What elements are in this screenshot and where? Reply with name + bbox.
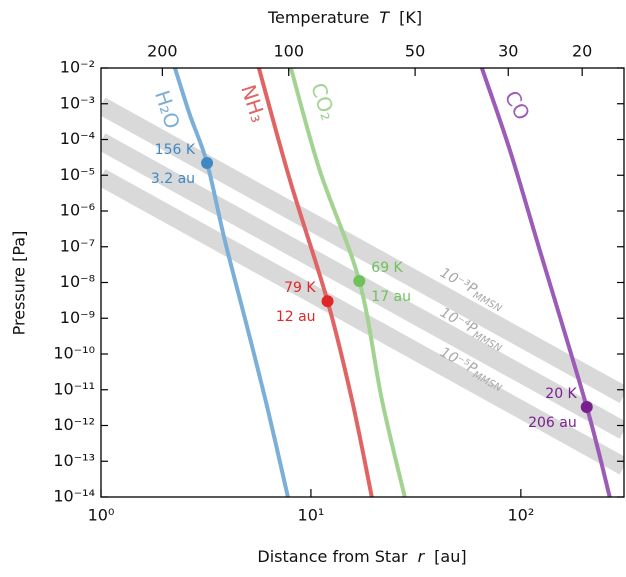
y-tick-label: 10⁻¹⁰ <box>53 344 95 363</box>
x2-tick-label: 200 <box>147 42 178 61</box>
plot-frame <box>100 67 625 498</box>
y-tick-label: 10⁻³ <box>60 93 95 112</box>
series-name: CO₂ <box>306 80 340 123</box>
point-temperature: 156 K <box>155 142 196 158</box>
x2-tick-label: 100 <box>273 42 304 61</box>
y-tick-label: 10⁻⁶ <box>60 201 95 220</box>
freeze-point <box>353 275 366 288</box>
condensation-curve <box>479 68 612 497</box>
y-tick-label: 10⁻⁹ <box>60 308 95 327</box>
xlabel-unit: [au] <box>434 547 466 566</box>
freeze-point <box>321 295 334 308</box>
mmsn-band <box>101 169 624 475</box>
point-temperature: 79 K <box>284 280 316 296</box>
freeze-point <box>580 400 593 413</box>
y-tick-label: 10⁻² <box>60 58 95 77</box>
point-distance: 12 au <box>276 309 316 325</box>
x-axis-title: Distance from Star r [au] <box>257 547 466 566</box>
x2-tick-label: 30 <box>498 42 518 61</box>
point-temperature: 20 K <box>545 386 577 402</box>
point-distance: 17 au <box>371 289 411 305</box>
y-tick-label: 10⁻¹³ <box>53 451 95 470</box>
series-name: H₂O <box>150 87 185 131</box>
y-tick-label: 10⁻¹⁴ <box>53 487 95 506</box>
xlabel-text: Distance from Star <box>257 547 408 566</box>
title-unit: [K] <box>399 8 422 27</box>
x2-tick-label: 50 <box>405 42 425 61</box>
xlabel-symbol: r <box>418 547 426 566</box>
y-axis-title: Pressure [Pa] <box>10 231 29 336</box>
point-distance: 206 au <box>528 415 577 431</box>
x-tick-label: 10² <box>507 506 534 525</box>
title-symbol: T <box>379 8 390 27</box>
overlay <box>100 67 624 498</box>
condensation-curve <box>173 68 290 497</box>
y-tick-label: 10⁻¹¹ <box>53 379 95 398</box>
x-tick-label: 10⁰ <box>88 506 115 525</box>
title-text: Temperature <box>267 8 369 27</box>
mmsn-band <box>101 97 624 403</box>
x2-tick-label: 20 <box>572 42 592 61</box>
y-tick-label: 10⁻¹² <box>53 415 95 434</box>
point-temperature: 69 K <box>371 260 403 276</box>
point-distance: 3.2 au <box>151 171 195 187</box>
freeze-point <box>201 157 214 170</box>
y-tick-label: 10⁻⁸ <box>60 272 95 291</box>
y-tick-label: 10⁻⁷ <box>60 236 95 255</box>
y-tick-label: 10⁻⁵ <box>60 165 95 184</box>
top-axis-title: Temperature T [K] <box>267 8 422 27</box>
series-name: CO <box>500 87 535 125</box>
x-tick-label: 10¹ <box>298 506 325 525</box>
y-tick-label: 10⁻⁴ <box>60 129 95 148</box>
